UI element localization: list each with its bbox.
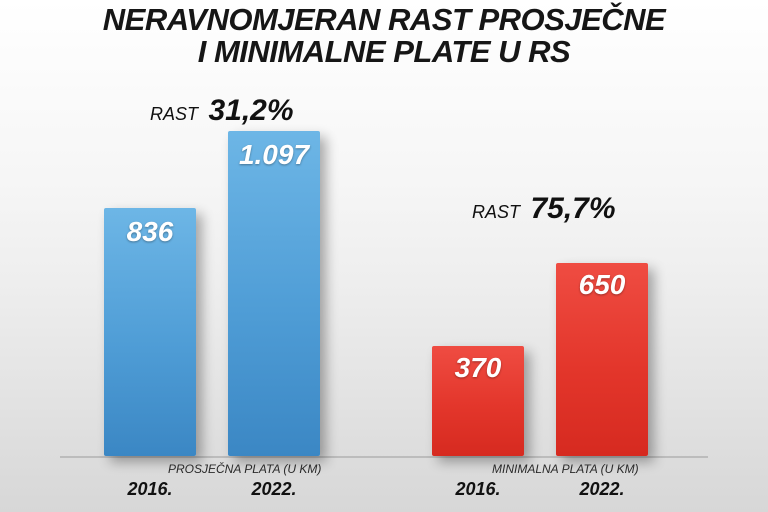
year-group0-0: 2016. bbox=[120, 479, 180, 500]
category-label-0: PROSJEČNA PLATA (U KM) bbox=[168, 462, 321, 476]
bar-value-group1-0: 370 bbox=[432, 352, 524, 384]
growth-word-1: RAST bbox=[472, 202, 520, 222]
chart-title-line1: NERAVNOMJERAN RAST PROSJEČNE bbox=[0, 4, 768, 36]
bar-group0-1 bbox=[228, 131, 320, 456]
year-group1-0: 2016. bbox=[448, 479, 508, 500]
year-group1-1: 2022. bbox=[572, 479, 632, 500]
chart-stage: NERAVNOMJERAN RAST PROSJEČNE I MINIMALNE… bbox=[0, 0, 768, 512]
growth-word-0: RAST bbox=[150, 104, 198, 124]
growth-pct-1: 75,7% bbox=[530, 192, 615, 225]
growth-pct-0: 31,2% bbox=[208, 94, 293, 127]
chart-title-line2: I MINIMALNE PLATE U RS bbox=[0, 36, 768, 68]
category-label-1: MINIMALNA PLATA (U KM) bbox=[492, 462, 639, 476]
year-group0-1: 2022. bbox=[244, 479, 304, 500]
growth-label-group-1: RAST 75,7% bbox=[472, 192, 616, 226]
chart-baseline bbox=[60, 456, 708, 458]
bar-value-group1-1: 650 bbox=[556, 269, 648, 301]
growth-label-group-0: RAST 31,2% bbox=[150, 94, 294, 128]
chart-title: NERAVNOMJERAN RAST PROSJEČNE I MINIMALNE… bbox=[0, 4, 768, 67]
bar-value-group0-1: 1.097 bbox=[228, 139, 320, 171]
bar-value-group0-0: 836 bbox=[104, 216, 196, 248]
